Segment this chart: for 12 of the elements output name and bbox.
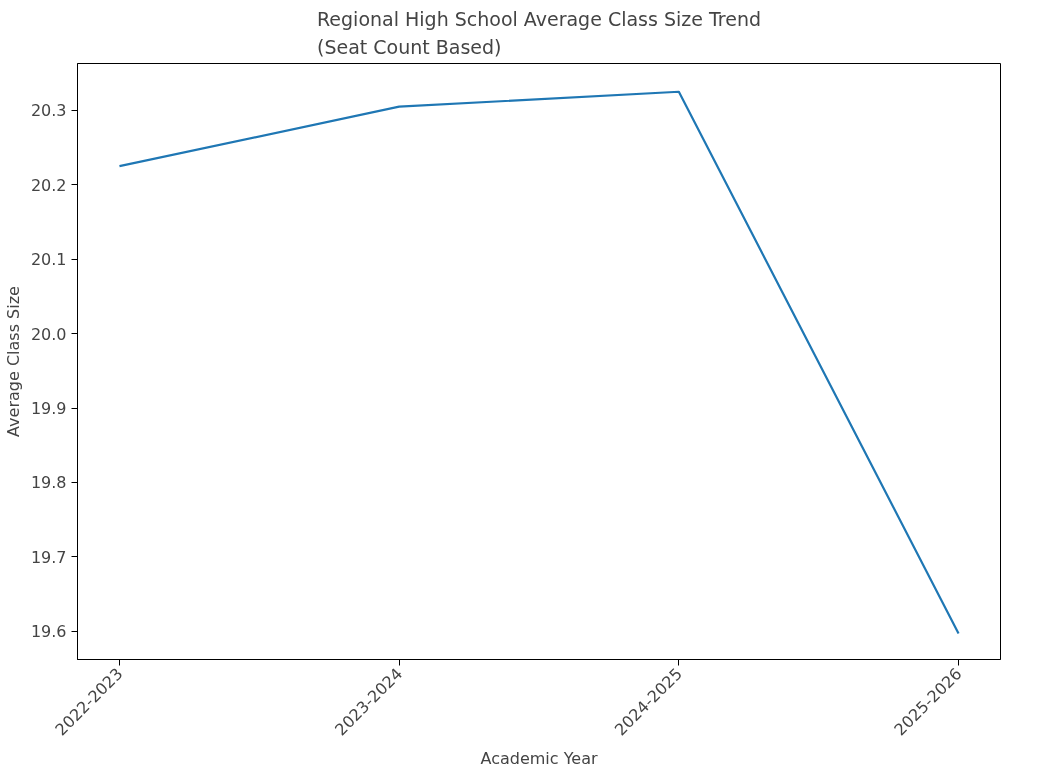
x-axis-title: Academic Year (480, 748, 598, 768)
chart-title: Regional High School Average Class Size Trend (Seat Count Based) (317, 7, 761, 59)
y-tick-label: 20.0 (30, 324, 67, 344)
y-tick-label: 19.9 (30, 399, 67, 418)
line-series (118, 90, 960, 635)
y-axis-title: Average Class Size (3, 286, 23, 437)
y-tick-label: 20.2 (30, 175, 67, 195)
y-tick-label: 19.6 (30, 622, 67, 642)
y-tick-label: 19.7 (30, 547, 67, 567)
y-tick-label: 20.3 (30, 101, 67, 121)
y-tick-label: 19.8 (30, 473, 67, 493)
y-tick-label: 20.1 (30, 250, 67, 270)
